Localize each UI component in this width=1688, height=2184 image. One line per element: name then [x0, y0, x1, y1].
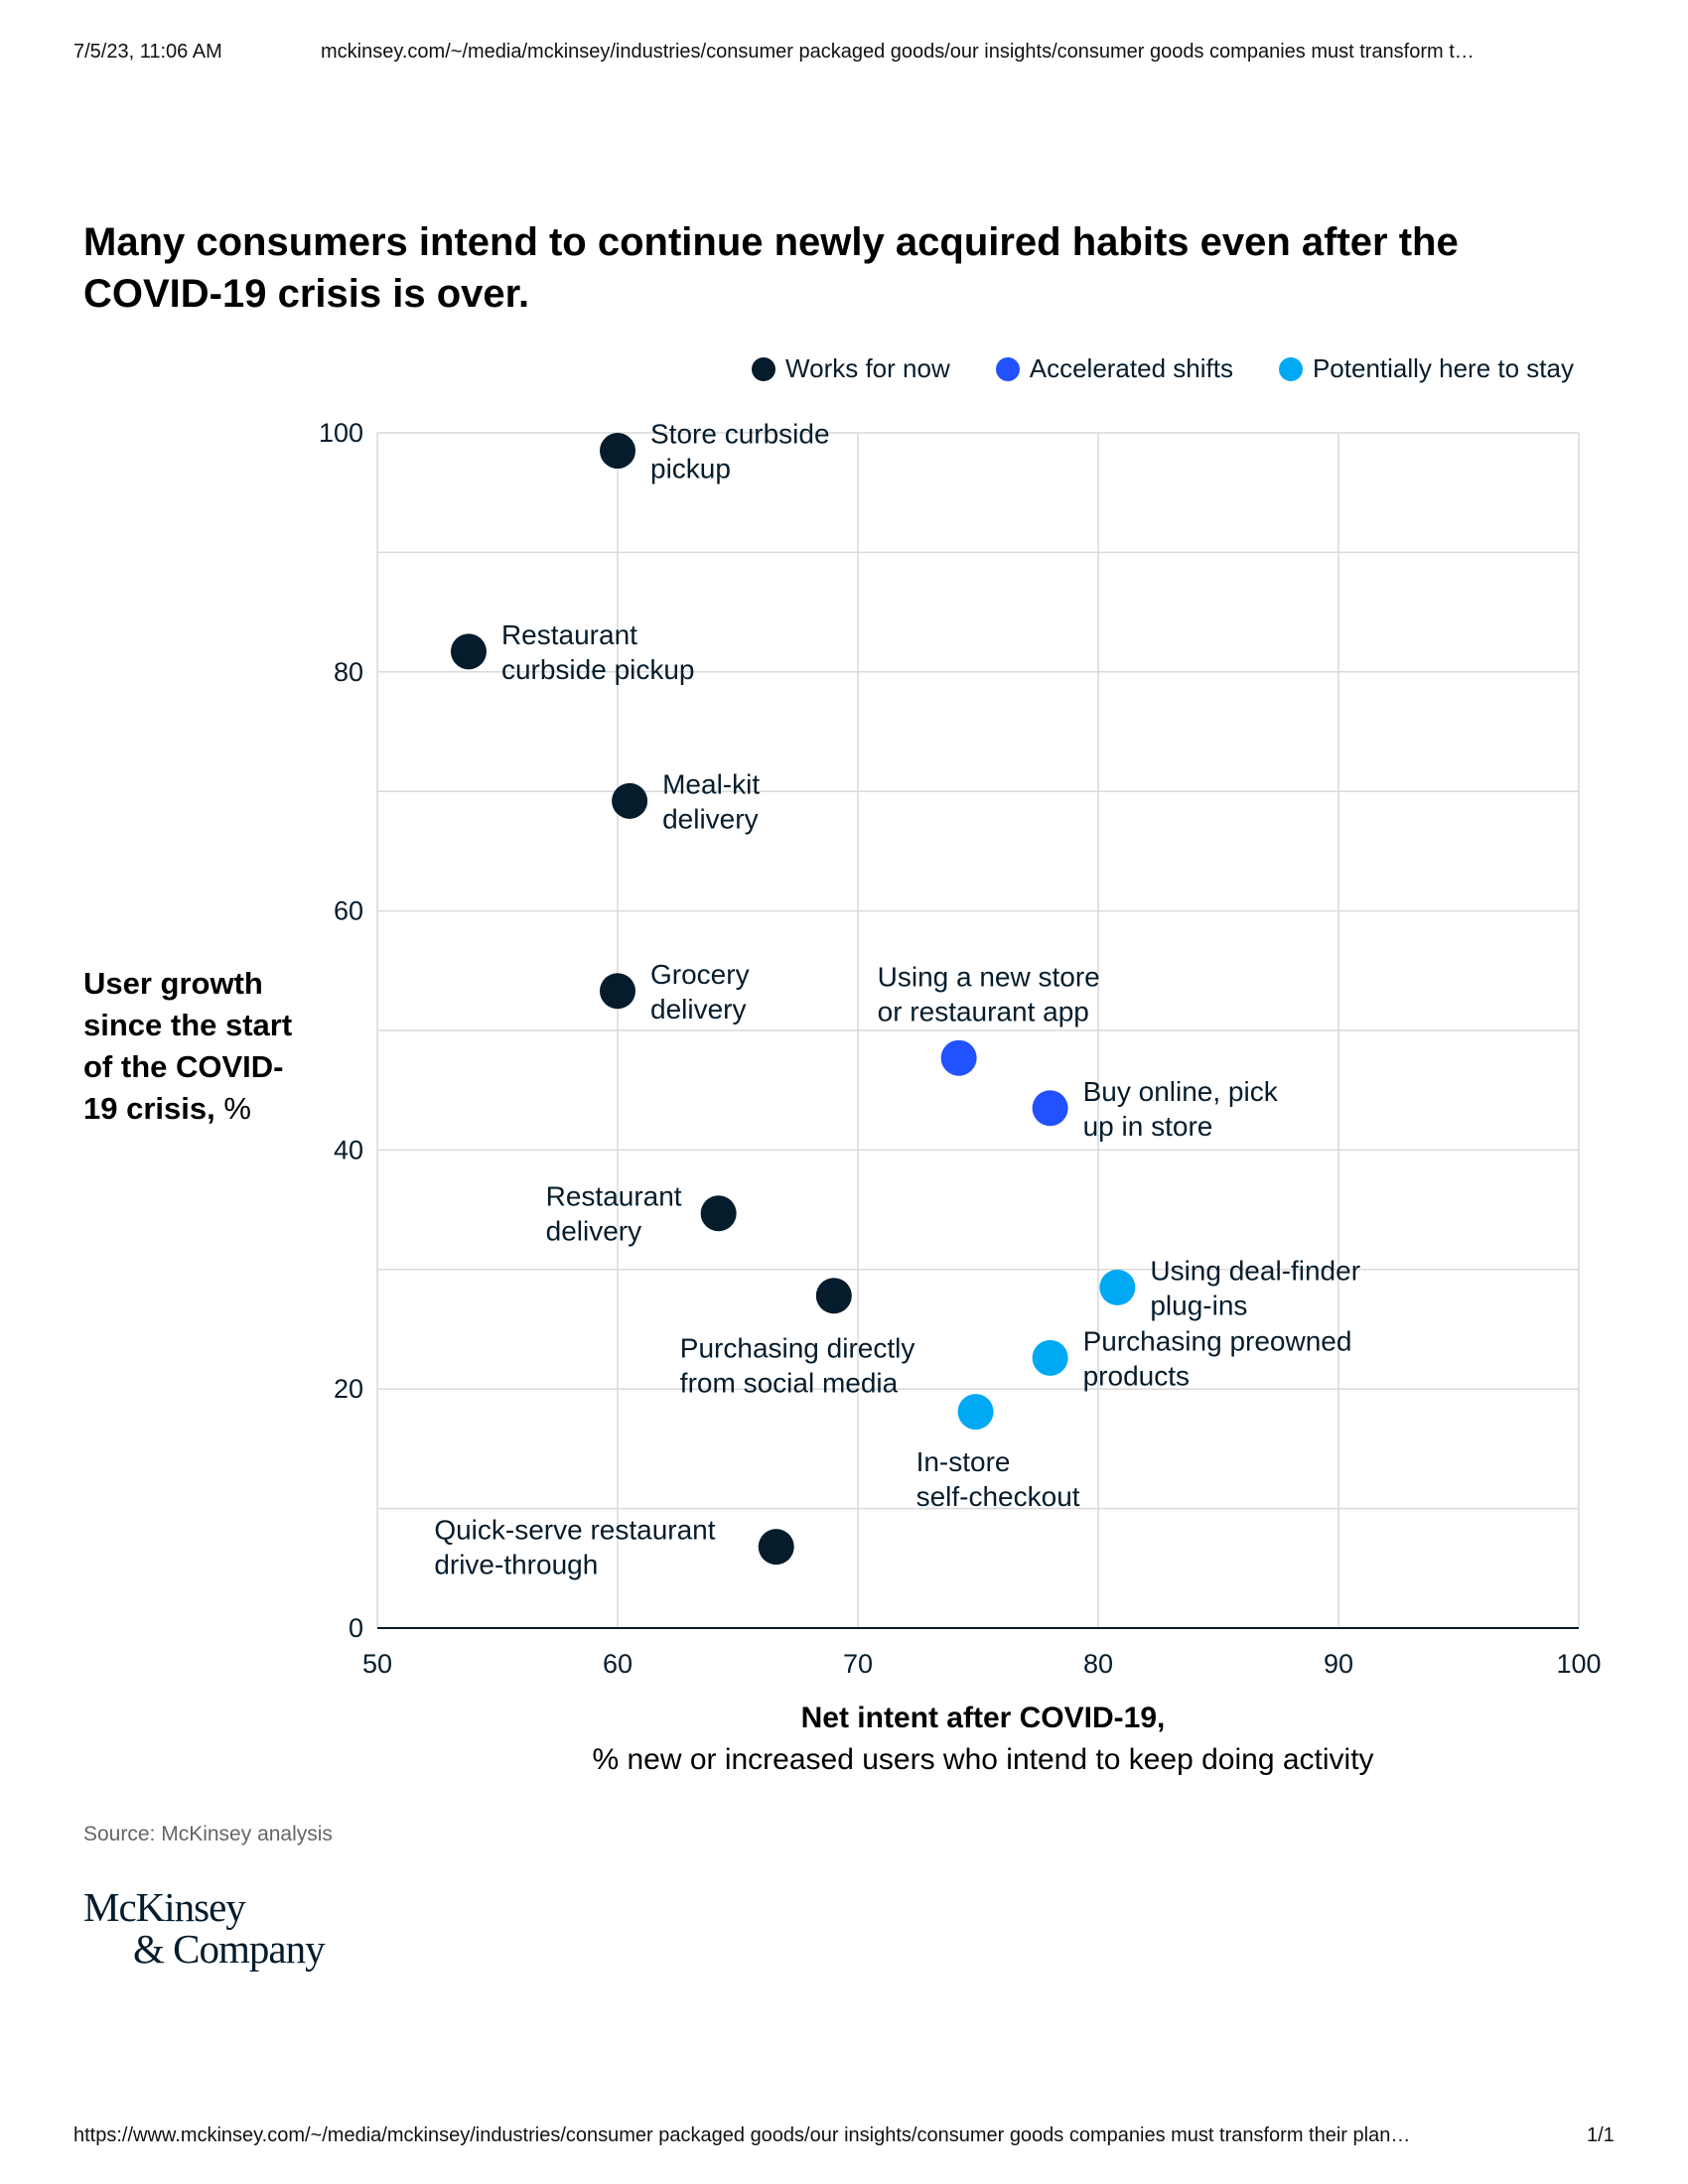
data-point-label: from social media — [680, 1367, 899, 1398]
mckinsey-logo: McKinsey & Company — [83, 1884, 326, 1972]
x-axis-label-title: Net intent after COVID-19, — [800, 1702, 1166, 1734]
legend-item-potentially-here-to-stay: Potentially here to stay — [1278, 353, 1574, 384]
data-point-label: pickup — [650, 454, 731, 484]
legend-item-accelerated-shifts: Accelerated shifts — [995, 353, 1233, 384]
data-point-label: or restaurant app — [878, 997, 1089, 1027]
x-tick-label: 50 — [362, 1649, 392, 1679]
data-point-label: Purchasing preowned — [1083, 1325, 1352, 1356]
data-point-label: Using a new store — [878, 962, 1100, 993]
print-date: 7/5/23, 11:06 AM — [73, 41, 222, 63]
source-note: Source: McKinsey analysis — [83, 1823, 333, 1845]
data-point — [1032, 1090, 1068, 1127]
data-point-label: Buy online, pick — [1083, 1076, 1279, 1107]
legend-dot-works-for-now — [752, 356, 776, 381]
data-point — [940, 1039, 977, 1076]
chart-title: Many consumers intend to continue newly … — [83, 220, 1459, 316]
data-point — [450, 633, 487, 670]
data-point-label: Grocery — [650, 959, 750, 990]
data-point-label: delivery — [662, 803, 758, 834]
data-point-label: Quick-serve restaurant — [434, 1515, 715, 1546]
y-tick-label: 100 — [319, 418, 363, 448]
legend: Works for now Accelerated shifts Potenti… — [752, 353, 1574, 384]
y-tick-label: 40 — [334, 1135, 363, 1164]
data-point-label: In-store — [916, 1446, 1011, 1477]
logo-line-2: & Company — [133, 1926, 326, 1972]
data-point-label: delivery — [650, 994, 746, 1024]
data-point-label: drive-through — [434, 1550, 598, 1580]
data-point-label: Using deal-finder — [1150, 1255, 1360, 1286]
data-point-label: Restaurant — [546, 1181, 682, 1212]
data-point — [1099, 1269, 1136, 1305]
legend-label: Accelerated shifts — [1029, 353, 1233, 383]
data-point-label: Purchasing directly — [680, 1332, 915, 1363]
data-point — [758, 1529, 794, 1566]
legend-item-works-for-now: Works for now — [752, 353, 950, 384]
legend-label: Potentially here to stay — [1312, 353, 1574, 383]
data-point-label: Store curbside — [650, 419, 830, 450]
y-axis-unit: % — [223, 1091, 251, 1126]
y-tick-label: 80 — [334, 657, 363, 687]
print-header-url: mckinsey.com/~/media/mckinsey/industries… — [321, 41, 1475, 63]
x-tick-label: 90 — [1324, 1649, 1353, 1679]
data-point-label: up in store — [1083, 1111, 1213, 1142]
y-tick-label: 60 — [334, 896, 363, 926]
y-axis-label: User growth since the start of the COVID… — [83, 963, 302, 1130]
data-point — [957, 1394, 994, 1431]
data-point — [700, 1195, 737, 1232]
legend-dot-accelerated-shifts — [995, 356, 1020, 381]
print-footer-url: https://www.mckinsey.com/~/media/mckinse… — [73, 2124, 1411, 2146]
logo-line-1: McKinsey — [83, 1884, 246, 1930]
data-point-label: plug-ins — [1150, 1290, 1247, 1320]
data-point-label: Meal-kit — [662, 768, 760, 799]
data-point — [815, 1278, 852, 1314]
data-point — [600, 433, 635, 470]
x-tick-label: 60 — [603, 1649, 633, 1679]
x-tick-label: 70 — [843, 1649, 873, 1679]
data-point — [1032, 1339, 1068, 1376]
x-tick-label: 80 — [1083, 1649, 1113, 1679]
data-point-label: products — [1083, 1360, 1190, 1391]
legend-dot-potentially-here-to-stay — [1278, 356, 1303, 381]
y-tick-label: 0 — [349, 1613, 363, 1643]
data-point-label: Restaurant — [501, 619, 637, 650]
page-number: 1/1 — [1587, 2124, 1615, 2146]
y-axis-label-text: User growth since the start of the COVID… — [83, 966, 293, 1126]
data-point-label: delivery — [546, 1216, 641, 1247]
x-tick-label: 100 — [1556, 1649, 1601, 1679]
y-tick-label: 20 — [334, 1374, 363, 1404]
legend-label: Works for now — [785, 353, 950, 383]
x-axis-label: Net intent after COVID-19, % new or incr… — [377, 1698, 1589, 1781]
data-point — [600, 973, 635, 1010]
data-point-label: curbside pickup — [501, 654, 695, 685]
data-point-label: self-checkout — [916, 1481, 1080, 1512]
x-axis-label-subtitle: % new or increased users who intend to k… — [592, 1743, 1374, 1776]
data-point — [612, 782, 648, 819]
